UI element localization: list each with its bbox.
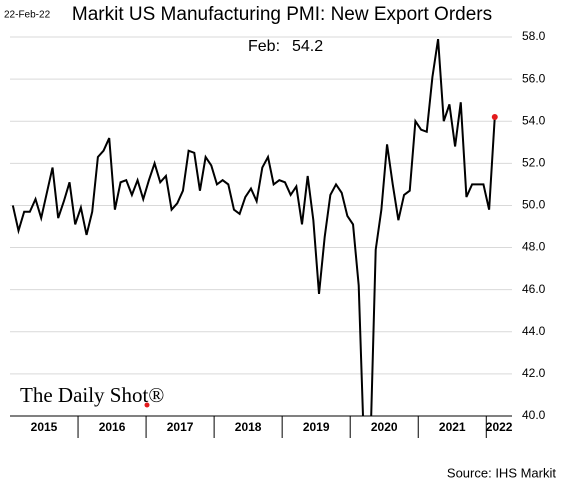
y-tick-label: 48.0 bbox=[522, 240, 546, 254]
last-point bbox=[491, 114, 498, 121]
logo-dot bbox=[144, 402, 150, 408]
x-tick-label: 2016 bbox=[99, 420, 126, 434]
y-tick-label: 58.0 bbox=[522, 29, 546, 43]
annotation-value: 54.2 bbox=[292, 38, 323, 55]
chart-title: Markit US Manufacturing PMI: New Export … bbox=[72, 4, 492, 25]
annotation-label: Feb: bbox=[248, 38, 280, 55]
date-label: 22-Feb-22 bbox=[4, 10, 51, 21]
y-tick-label: 46.0 bbox=[522, 282, 546, 296]
x-tick-label: 2020 bbox=[371, 420, 398, 434]
y-tick-label: 52.0 bbox=[522, 156, 546, 170]
y-tick-label: 56.0 bbox=[522, 71, 546, 85]
source: Source: IHS Markit bbox=[447, 465, 556, 480]
y-tick-label: 50.0 bbox=[522, 198, 546, 212]
x-tick-label: 2017 bbox=[167, 420, 194, 434]
logo: The Daily Shot® bbox=[20, 383, 164, 407]
y-tick-label: 44.0 bbox=[522, 324, 546, 338]
x-tick-label: 2021 bbox=[439, 420, 466, 434]
x-tick-label: 2018 bbox=[235, 420, 262, 434]
y-tick-label: 54.0 bbox=[522, 113, 546, 127]
y-tick-label: 42.0 bbox=[522, 366, 546, 380]
x-tick-label: 2019 bbox=[303, 420, 330, 434]
y-tick-label: 40.0 bbox=[522, 408, 546, 422]
line bbox=[11, 38, 496, 416]
x-tick-label: 2022 bbox=[486, 420, 513, 434]
x-tick-label: 2015 bbox=[31, 420, 58, 434]
